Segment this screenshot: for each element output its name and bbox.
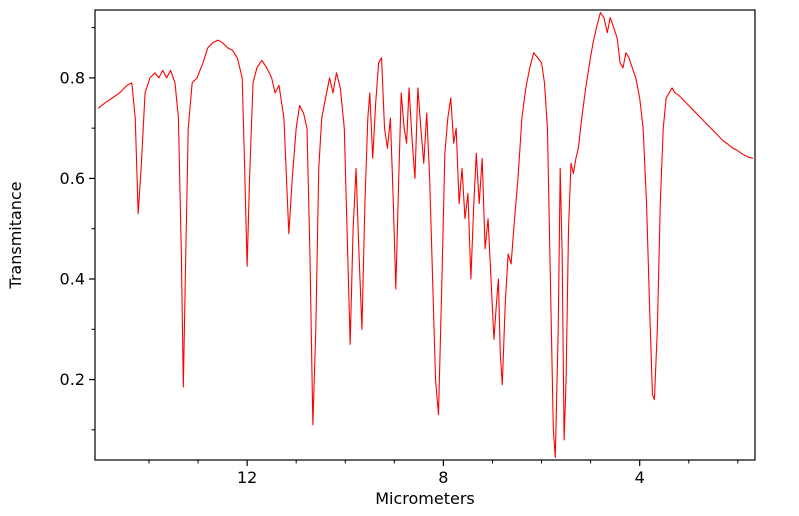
x-axis-tick-label: 4 (635, 468, 645, 487)
x-axis-title: Micrometers (375, 489, 475, 508)
tick-labels: 12 8 4 0.2 0.4 0.6 0.8 (60, 68, 645, 487)
plot-background (95, 10, 755, 460)
y-axis-title: Transmitance (6, 181, 25, 289)
major-ticks (89, 77, 641, 466)
x-axis-tick-label: 12 (237, 468, 257, 487)
spectrum-line (97, 11, 754, 459)
y-axis-tick-label: 0.4 (60, 269, 85, 288)
x-axis-tick-label: 8 (438, 468, 448, 487)
y-axis-tick-label: 0.2 (60, 370, 85, 389)
plot-frame (94, 9, 756, 461)
y-axis-tick-label: 0.8 (60, 68, 85, 87)
y-axis-tick-label: 0.6 (60, 169, 85, 188)
